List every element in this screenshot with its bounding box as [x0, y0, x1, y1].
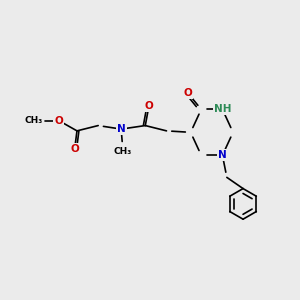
Text: CH₃: CH₃ — [25, 116, 43, 125]
Text: N: N — [117, 124, 125, 134]
Text: NH: NH — [214, 104, 231, 114]
Text: N: N — [218, 150, 227, 160]
Text: O: O — [70, 144, 79, 154]
Text: O: O — [184, 88, 192, 98]
Text: O: O — [144, 101, 153, 111]
Text: O: O — [54, 116, 63, 126]
Text: CH₃: CH₃ — [113, 147, 132, 156]
